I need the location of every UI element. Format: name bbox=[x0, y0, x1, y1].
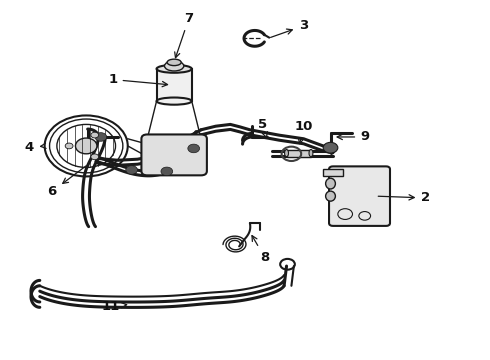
Ellipse shape bbox=[326, 191, 335, 201]
Text: 4: 4 bbox=[24, 141, 46, 154]
FancyBboxPatch shape bbox=[329, 166, 390, 226]
Ellipse shape bbox=[285, 149, 289, 157]
Ellipse shape bbox=[326, 178, 335, 189]
Text: 5: 5 bbox=[258, 118, 268, 138]
FancyBboxPatch shape bbox=[142, 134, 207, 175]
Text: 9: 9 bbox=[337, 130, 369, 144]
Circle shape bbox=[95, 133, 107, 141]
Text: 3: 3 bbox=[270, 19, 308, 37]
Bar bbox=[157, 69, 192, 101]
Circle shape bbox=[188, 144, 199, 153]
Text: 1: 1 bbox=[108, 73, 168, 87]
Text: 10: 10 bbox=[294, 121, 313, 144]
Circle shape bbox=[91, 132, 98, 138]
Bar bbox=[287, 149, 311, 157]
Text: 6: 6 bbox=[48, 166, 86, 198]
Text: 7: 7 bbox=[175, 12, 194, 58]
Circle shape bbox=[75, 138, 97, 154]
Text: 2: 2 bbox=[378, 192, 430, 204]
Ellipse shape bbox=[157, 98, 192, 105]
Circle shape bbox=[161, 167, 172, 176]
Polygon shape bbox=[323, 169, 343, 176]
Circle shape bbox=[126, 166, 138, 174]
Circle shape bbox=[91, 154, 98, 160]
Ellipse shape bbox=[165, 61, 184, 71]
Ellipse shape bbox=[309, 149, 313, 157]
Text: 11: 11 bbox=[101, 300, 126, 313]
Circle shape bbox=[323, 142, 338, 153]
Circle shape bbox=[65, 143, 73, 149]
Ellipse shape bbox=[157, 65, 192, 73]
Ellipse shape bbox=[167, 59, 181, 66]
Text: 8: 8 bbox=[252, 235, 269, 264]
